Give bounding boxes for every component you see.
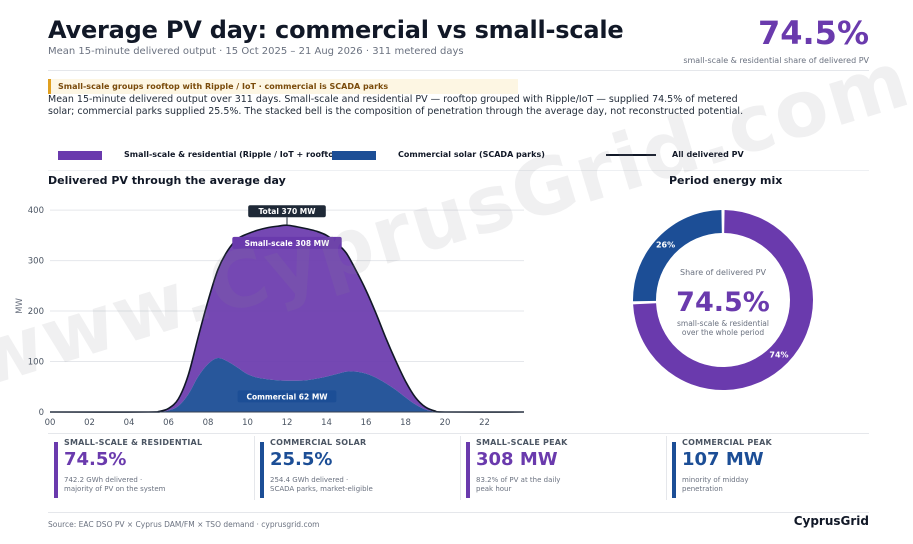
legend-label-total: All delivered PV xyxy=(672,150,744,159)
annotation-commercial-box xyxy=(237,390,337,403)
x-tick-label: 16 xyxy=(361,418,372,428)
kpi-tile-note: 254.4 GWh delivered · SCADA parks, marke… xyxy=(270,476,373,493)
annotation-small-scale-text: Small-scale 308 MW xyxy=(245,239,331,248)
chart-section-title: Delivered PV through the average day xyxy=(48,174,286,187)
kpi-tile-value: 107 MW xyxy=(682,449,764,470)
annotation-commercial: Commercial 62 MW xyxy=(237,390,337,403)
donut-center-caption: small-scale & residential xyxy=(677,319,769,328)
info-banner: Small-scale groups rooftop with Ripple /… xyxy=(48,79,518,94)
annotation-total-text: Total 370 MW xyxy=(258,207,316,216)
x-tick-label: 22 xyxy=(479,418,490,428)
kpi-tile-note: minority of midday penetration xyxy=(682,476,749,493)
kpi-tile-accent-bar xyxy=(260,442,264,498)
kpi-tile-label: SMALL-SCALE PEAK xyxy=(476,438,568,447)
page-subtitle: Mean 15-minute delivered output · 15 Oct… xyxy=(48,46,464,57)
kpi-tile: COMMERCIAL PEAK 107 MW minority of midday … xyxy=(672,438,872,502)
kpi-tile-label: SMALL-SCALE & RESIDENTIAL xyxy=(64,438,203,447)
x-tick-label: 02 xyxy=(84,418,95,428)
kpi-tile-accent-bar xyxy=(466,442,470,498)
x-tick-label: 20 xyxy=(440,418,451,428)
tile-divider xyxy=(666,436,667,500)
kpi-tile-accent-bar xyxy=(672,442,676,498)
x-tick-label: 00 xyxy=(45,418,56,428)
annotation-commercial-text: Commercial 62 MW xyxy=(246,392,328,401)
annotation-small-scale-box xyxy=(232,236,342,249)
legend-swatch-commercial xyxy=(332,151,376,160)
legend-label-commercial: Commercial solar (SCADA parks) xyxy=(398,150,545,159)
kpi-tile-label: COMMERCIAL PEAK xyxy=(682,438,772,447)
donut-section-title: Period energy mix xyxy=(669,174,783,187)
annotation-small-scale: Small-scale 308 MW xyxy=(232,236,342,249)
kpi-tile-note: 742.2 GWh delivered · majority of PV on … xyxy=(64,476,166,493)
annotation-total-box xyxy=(248,205,326,218)
donut-center-value: 74.5% xyxy=(676,287,770,318)
chart-description: Mean 15-minute delivered output over 311… xyxy=(48,94,744,117)
kpi-tile-value: 25.5% xyxy=(270,449,333,470)
x-tick-label: 14 xyxy=(321,418,332,428)
y-tick-label: 0 xyxy=(39,408,44,418)
headline-kpi-caption: small-scale & residential share of deliv… xyxy=(683,56,869,65)
tile-divider xyxy=(460,436,461,500)
x-tick-label: 12 xyxy=(282,418,293,428)
annotation-total: Total 370 MW xyxy=(248,205,326,226)
y-tick-label: 400 xyxy=(28,206,44,216)
kpi-tile: COMMERCIAL SOLAR 25.5% 254.4 GWh delivered… xyxy=(260,438,460,502)
kpi-tile-label: COMMERCIAL SOLAR xyxy=(270,438,367,447)
y-tick-label: 300 xyxy=(28,257,44,267)
legend-swatch-small-scale xyxy=(58,151,102,160)
kpi-tile-note: 83.2% of PV at the daily peak hour xyxy=(476,476,561,493)
brand-logo: CyprusGrid xyxy=(793,514,869,528)
y-axis-label: MW xyxy=(15,298,25,314)
kpi-tile-value: 74.5% xyxy=(64,449,127,470)
tile-divider xyxy=(254,436,255,500)
source-note: Source: EAC DSO PV × Cyprus DAM/FM × TSO… xyxy=(48,520,320,529)
y-tick-label: 200 xyxy=(28,307,44,317)
donut-center-caption-2: over the whole period xyxy=(682,328,764,337)
line-total xyxy=(49,224,525,413)
page-title: Average PV day: commercial vs small-scal… xyxy=(48,16,624,44)
legend-label-small-scale: Small-scale & residential (Ripple / IoT … xyxy=(124,150,344,159)
x-tick-label: 06 xyxy=(163,418,174,428)
x-tick-label: 08 xyxy=(203,418,214,428)
donut-slice-small-scale-label: 74% xyxy=(769,350,788,359)
stacked-area-chart: 0 100 200 300 400 MW 00 02 04 06 08 10 12 14 16 18 20 22 T… xyxy=(15,205,525,428)
x-tick-label: 18 xyxy=(400,418,411,428)
legend-line-total xyxy=(606,154,656,156)
kpi-tile: SMALL-SCALE PEAK 308 MW 83.2% of PV at the… xyxy=(466,438,666,502)
donut-slice-commercial-label: 26% xyxy=(656,240,675,249)
kpi-tile-value: 308 MW xyxy=(476,449,558,470)
area-small-scale xyxy=(50,225,524,413)
x-tick-label: 10 xyxy=(242,418,253,428)
headline-kpi-value: 74.5% xyxy=(757,14,869,52)
energy-mix-donut: 74% 26% Share of delivered PV 74.5%small-sc… xyxy=(633,210,813,390)
area-commercial xyxy=(50,357,524,413)
footer-divider xyxy=(48,512,869,513)
donut-center-label: Share of delivered PV xyxy=(680,268,766,277)
kpi-tile-accent-bar xyxy=(54,442,58,498)
chart-legend: Small-scale & residential (Ripple / IoT … xyxy=(58,150,758,162)
header-divider xyxy=(48,70,869,71)
donut-slice-commercial xyxy=(633,210,722,302)
y-tick-label: 100 xyxy=(28,358,44,368)
legend-divider xyxy=(48,170,869,171)
tiles-divider xyxy=(48,433,869,434)
kpi-tile: SMALL-SCALE & RESIDENTIAL 74.5% 742.2 GWh … xyxy=(54,438,254,502)
x-tick-label: 04 xyxy=(124,418,135,428)
